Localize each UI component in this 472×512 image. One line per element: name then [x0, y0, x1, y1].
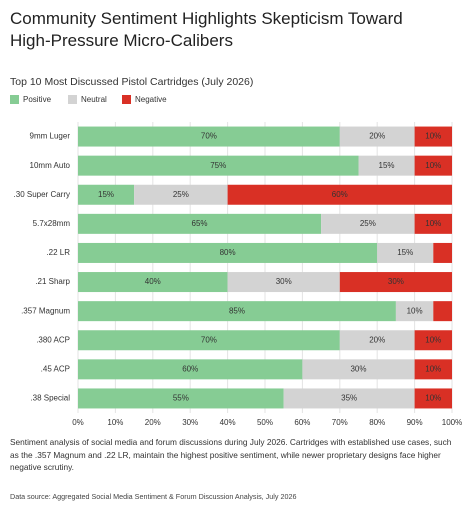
y-tick-label: .21 Sharp	[35, 277, 70, 286]
value-label: 60%	[182, 364, 198, 373]
caption: Sentiment analysis of social media and f…	[10, 437, 452, 472]
x-tick-label: 60%	[294, 418, 310, 427]
value-label: 15%	[397, 248, 413, 257]
legend-label: Negative	[135, 95, 167, 104]
y-tick-label: .380 ACP	[36, 335, 70, 344]
y-tick-label: .45 ACP	[41, 364, 70, 373]
x-tick-label: 0%	[72, 418, 84, 427]
bar-segment	[78, 272, 228, 293]
bar-segment	[339, 272, 452, 293]
value-label: 20%	[369, 335, 385, 344]
bar-segment	[339, 126, 415, 147]
value-label: 25%	[173, 190, 189, 199]
bar-segment	[227, 272, 340, 293]
bar-segment	[78, 155, 359, 176]
value-label: 30%	[388, 277, 404, 286]
x-tick-label: 40%	[220, 418, 236, 427]
legend-swatch	[68, 95, 77, 104]
bar-segment	[78, 359, 303, 380]
value-label: 80%	[220, 248, 236, 257]
bar-segment	[414, 213, 452, 234]
bar-segment	[414, 330, 452, 351]
value-label: 10%	[425, 219, 441, 228]
value-label: 85%	[229, 306, 245, 315]
value-label: 10%	[425, 132, 441, 141]
y-tick-label: .22 LR	[46, 248, 70, 257]
y-tick-label: .357 Magnum	[21, 306, 70, 315]
y-tick-label: 10mm Auto	[30, 161, 71, 170]
bar-segment	[339, 330, 415, 351]
x-tick-label: 50%	[257, 418, 273, 427]
bar-segment	[414, 359, 452, 380]
bar-segment	[433, 242, 452, 263]
value-label: 30%	[350, 364, 366, 373]
chart-subtitle: Top 10 Most Discussed Pistol Cartridges …	[10, 76, 254, 88]
value-label: 20%	[369, 132, 385, 141]
x-tick-label: 90%	[407, 418, 423, 427]
y-tick-label: 5.7x28mm	[33, 219, 71, 228]
value-label: 75%	[210, 161, 226, 170]
bar-segment	[134, 184, 228, 205]
value-label: 10%	[425, 394, 441, 403]
bar-segment	[414, 388, 452, 409]
bar-segment	[302, 359, 415, 380]
value-label: 10%	[407, 306, 423, 315]
legend-swatch	[10, 95, 19, 104]
bar-segment	[78, 213, 322, 234]
value-label: 25%	[360, 219, 376, 228]
bar-segment	[283, 388, 415, 409]
bar-segment	[414, 126, 452, 147]
bar-segment	[78, 126, 340, 147]
y-tick-label: .38 Special	[30, 394, 70, 403]
y-tick-label: 9mm Luger	[30, 132, 71, 141]
bar-segment	[78, 330, 340, 351]
value-label: 70%	[201, 335, 217, 344]
y-tick-label: .30 Super Carry	[14, 190, 70, 199]
bar-segment	[321, 213, 415, 234]
value-label: 15%	[98, 190, 114, 199]
value-label: 10%	[425, 335, 441, 344]
x-tick-label: 70%	[332, 418, 348, 427]
legend-swatch	[122, 95, 131, 104]
x-tick-label: 20%	[145, 418, 161, 427]
bar-segment	[395, 301, 434, 322]
x-tick-label: 10%	[107, 418, 123, 427]
source: Data source: Aggregated Social Media Sen…	[10, 492, 297, 501]
value-label: 40%	[145, 277, 161, 286]
bar-segment	[414, 155, 452, 176]
bar-segment	[78, 242, 378, 263]
value-label: 10%	[425, 364, 441, 373]
bar-segment	[78, 388, 284, 409]
value-label: 60%	[332, 190, 348, 199]
legend-label: Neutral	[81, 95, 107, 104]
value-label: 15%	[379, 161, 395, 170]
value-label: 65%	[192, 219, 208, 228]
bar-segment	[78, 301, 396, 322]
bar-segment	[358, 155, 415, 176]
bar-segment	[227, 184, 452, 205]
bar-segment	[433, 301, 452, 322]
value-label: 55%	[173, 394, 189, 403]
chart-title: Community Sentiment Highlights Skepticis…	[10, 9, 403, 50]
x-tick-label: 30%	[182, 418, 198, 427]
value-label: 10%	[425, 161, 441, 170]
bar-segment	[377, 242, 434, 263]
value-label: 35%	[341, 394, 357, 403]
x-tick-label: 80%	[369, 418, 385, 427]
value-label: 70%	[201, 132, 217, 141]
value-label: 30%	[276, 277, 292, 286]
bar-segment	[78, 184, 135, 205]
x-tick-label: 100%	[442, 418, 462, 427]
legend-label: Positive	[23, 95, 52, 104]
